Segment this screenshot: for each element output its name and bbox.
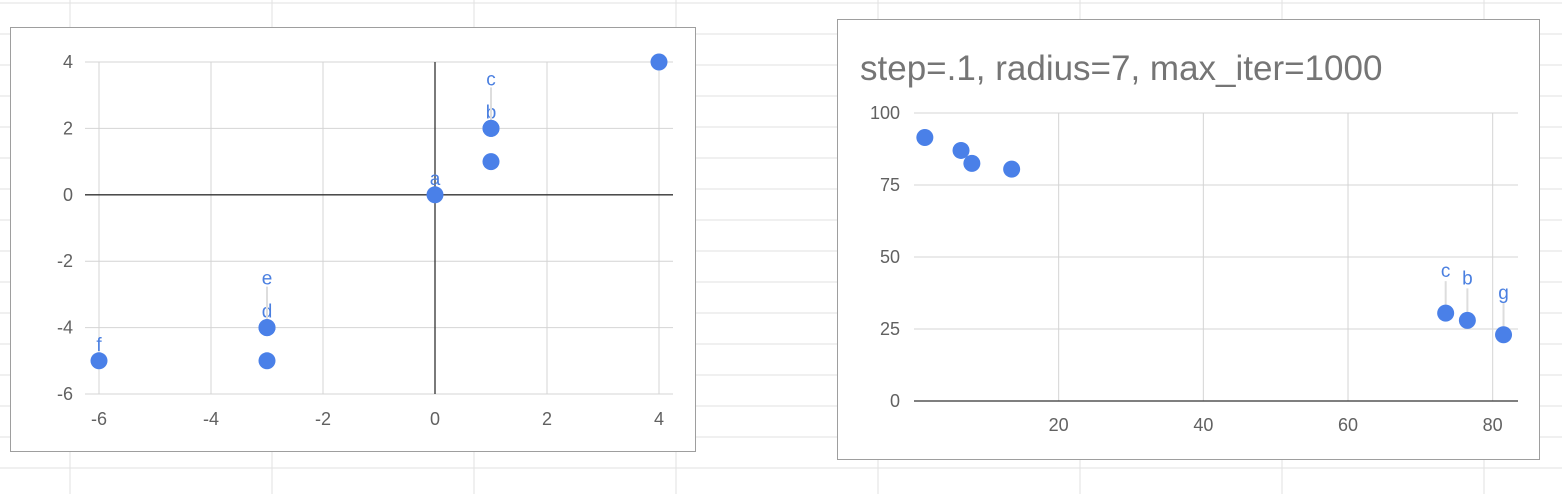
x-tick-label: 60 <box>1338 415 1358 435</box>
x-tick-label: 2 <box>542 409 552 429</box>
data-point <box>258 319 276 337</box>
point-label: a <box>430 169 441 190</box>
y-tick-label: 25 <box>880 319 900 339</box>
data-point <box>1495 326 1513 344</box>
point-label: c <box>486 69 496 90</box>
point-label: f <box>96 335 102 356</box>
y-tick-label: 100 <box>870 103 900 123</box>
y-tick-label: -6 <box>57 384 73 404</box>
point-label: b <box>1462 268 1473 289</box>
data-point <box>426 186 444 204</box>
x-tick-label: -4 <box>203 409 219 429</box>
data-point <box>1437 304 1455 322</box>
data-point <box>952 141 970 159</box>
y-tick-label: 75 <box>880 175 900 195</box>
data-point <box>482 153 500 171</box>
x-tick-label: -2 <box>315 409 331 429</box>
y-tick-label: 2 <box>63 118 73 138</box>
data-point <box>1458 311 1476 329</box>
y-tick-label: -4 <box>57 318 73 338</box>
x-tick-label: -6 <box>91 409 107 429</box>
data-point <box>916 128 934 146</box>
y-tick-label: 0 <box>63 185 73 205</box>
data-point <box>1003 160 1021 178</box>
x-tick-label: 4 <box>654 409 664 429</box>
scatter-plot-right: step=.1, radius=7, max_iter=1000 20 40 60 80… <box>860 49 1518 435</box>
x-tick-label: 40 <box>1193 415 1213 435</box>
data-point <box>650 53 668 71</box>
x-tick-label: 80 <box>1483 415 1503 435</box>
scatter-chart-right[interactable]: step=.1, radius=7, max_iter=1000 20 40 60 80… <box>837 19 1540 460</box>
point-label: c <box>1441 261 1451 282</box>
data-point <box>258 352 276 370</box>
chart-title: step=.1, radius=7, max_iter=1000 <box>860 49 1382 88</box>
y-tick-label: 50 <box>880 247 900 267</box>
data-point <box>963 154 981 172</box>
point-label: e <box>262 269 273 290</box>
data-point <box>90 352 108 370</box>
x-tick-label: 20 <box>1049 415 1069 435</box>
x-tick-label: 0 <box>430 409 440 429</box>
y-tick-label: 0 <box>890 391 900 411</box>
point-label: g <box>1498 283 1509 304</box>
data-point <box>482 119 500 137</box>
y-tick-label: -2 <box>57 251 73 271</box>
y-tick-label: 4 <box>63 52 73 72</box>
